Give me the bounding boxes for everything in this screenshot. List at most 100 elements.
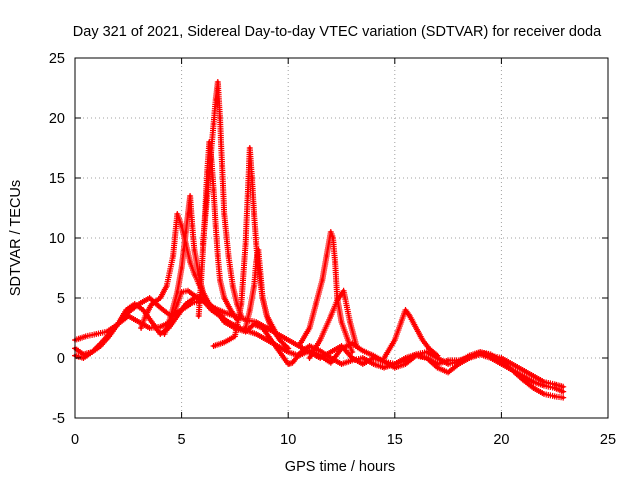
data-point [318,356,322,360]
data-point [325,254,329,258]
data-point [399,320,403,324]
data-point [180,224,184,228]
data-point [165,284,169,288]
series-spike-2 [161,193,206,337]
data-point [226,254,231,258]
data-point [290,361,295,365]
data-point [246,194,250,198]
data-point [190,301,194,305]
data-point [248,146,252,150]
data-point [542,380,546,384]
data-point [158,325,162,329]
data-point [212,188,216,192]
data-point [222,296,226,300]
data-point [216,254,220,258]
data-point [222,212,226,216]
data-point [143,314,147,318]
x-tick-label: 20 [493,432,509,448]
data-point [222,340,226,344]
data-point [252,212,256,216]
data-point [478,350,482,354]
data-point [175,212,179,216]
data-point [350,350,354,354]
data-point [162,332,167,336]
data-point [175,290,179,294]
data-point [307,344,312,348]
data-point [382,360,386,364]
data-point [205,194,209,198]
series-spike-4 [199,79,245,319]
data-point [420,338,425,342]
data-point [141,308,145,312]
data-point [510,362,514,366]
data-point [467,356,471,360]
data-point [231,284,235,288]
y-tick-label: 10 [49,231,65,247]
series-spike-9 [381,307,441,361]
data-point [209,306,213,310]
data-point [275,344,280,348]
data-point [81,356,86,360]
data-point [339,320,344,324]
data-point [329,361,333,365]
series-layer [72,79,567,401]
data-point [250,176,254,180]
data-point [265,314,269,318]
data-point [201,242,205,246]
data-point [171,254,175,258]
data-point [342,289,346,293]
data-point [331,236,335,240]
data-point [244,242,248,246]
data-point [180,290,184,294]
data-point [382,366,386,370]
data-point [329,350,333,354]
data-point [561,396,565,400]
data-point [126,310,130,314]
data-point [542,384,546,388]
data-point [275,334,280,338]
chart-title: Day 321 of 2021, Sidereal Day-to-day VTE… [73,24,602,40]
data-point [254,260,258,264]
data-point [499,360,503,364]
data-point [252,284,256,288]
data-point [186,212,190,216]
data-point [414,326,418,330]
data-point [254,320,258,324]
data-point [265,338,269,342]
data-point [307,356,312,360]
data-point [222,310,226,314]
data-point [435,354,439,358]
data-point [201,248,205,252]
data-point [139,326,143,330]
data-point [318,338,322,342]
data-point [258,272,263,276]
data-point [148,326,152,330]
data-point [348,320,352,324]
data-point [214,98,218,102]
data-point [137,320,141,324]
y-tick-label: 25 [49,51,65,67]
data-point [335,298,339,302]
series-spike-3 [195,139,240,323]
grid [75,58,608,418]
data-point [371,362,376,366]
series-spike-8 [306,287,360,361]
data-point [216,80,220,84]
data-point [188,194,192,198]
data-point [254,242,258,246]
data-point [446,362,450,366]
data-point [180,266,184,270]
data-point [425,350,429,354]
x-tick-label: 0 [71,432,79,448]
data-point [199,284,203,288]
data-point [542,392,546,396]
data-point [254,332,258,336]
data-point [192,296,196,300]
y-tick-label: 20 [49,111,65,127]
data-point [446,370,450,374]
x-axis-label: GPS time / hours [285,459,395,475]
data-point [137,302,141,306]
data-point [218,116,222,120]
